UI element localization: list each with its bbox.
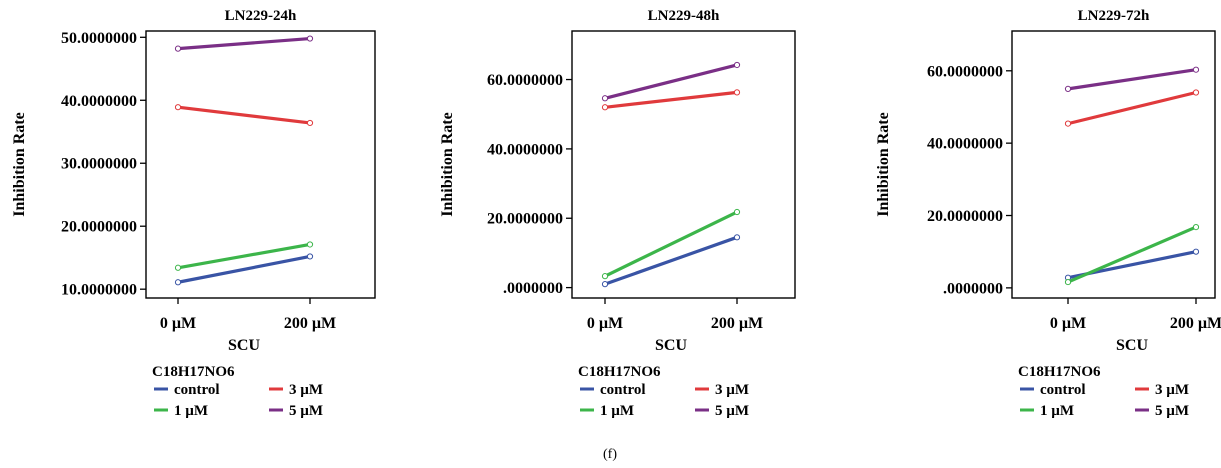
- y-tick-label: 40.0000000: [927, 136, 1003, 153]
- y-axis-label: Inhibition Rate: [875, 112, 892, 216]
- data-point: [1192, 66, 1200, 73]
- data-point: [601, 104, 609, 111]
- data-point: [1192, 248, 1200, 255]
- series-line-3-m: [176, 105, 312, 125]
- y-tick-label: 30.0000000: [61, 156, 137, 173]
- y-tick-label: 60.0000000: [487, 72, 563, 89]
- legend-title: C18H17NO6: [1018, 364, 1101, 380]
- series-line-5-m: [176, 36, 312, 51]
- data-point: [306, 241, 314, 248]
- y-tick-label: 20.0000000: [61, 219, 137, 236]
- chart-title: LN229-72h: [1078, 8, 1150, 24]
- data-point: [306, 253, 314, 260]
- y-tick-label: 20.0000000: [927, 208, 1003, 225]
- data-point: [1192, 223, 1200, 231]
- legend-title: C18H17NO6: [578, 364, 661, 380]
- y-tick-label: 40.0000000: [61, 93, 137, 110]
- chart-title: LN229-24h: [225, 8, 297, 24]
- data-point: [1064, 120, 1072, 127]
- x-tick-label: 200 µM: [1170, 315, 1221, 332]
- data-point: [306, 119, 314, 127]
- y-tick-label: 50.0000000: [61, 30, 137, 47]
- x-tick-label: 200 µM: [284, 315, 336, 332]
- y-axis-label: Inhibition Rate: [439, 112, 456, 216]
- plot-frame: [1011, 30, 1216, 299]
- legend-label: 1 µM: [1040, 403, 1074, 419]
- legend-label: 1 µM: [600, 403, 634, 419]
- series-line-1-m: [603, 210, 739, 278]
- chart-panel-1: LN229-24h 10.0000000 20.0000000 30.0000000 4…: [11, 8, 376, 419]
- legend-label: control: [1040, 382, 1086, 398]
- data-point: [174, 104, 182, 111]
- plot-frame: [571, 30, 796, 299]
- series-line-5-m: [603, 63, 739, 100]
- data-point: [601, 95, 609, 102]
- legend-label: control: [600, 382, 646, 398]
- series-line-1-m: [1066, 225, 1198, 284]
- data-point: [733, 61, 741, 69]
- data-point: [733, 234, 741, 241]
- x-axis-label: SCU: [228, 337, 260, 354]
- y-tick-label: .0000000: [943, 280, 1003, 297]
- data-point: [1064, 278, 1072, 286]
- series-line-control: [603, 235, 739, 286]
- data-point: [733, 208, 741, 216]
- legend-label: 5 µM: [289, 403, 323, 419]
- y-tick-label: 10.0000000: [61, 282, 137, 299]
- data-point: [601, 273, 609, 280]
- x-tick-label: 0 µM: [160, 315, 196, 332]
- legend-label: control: [174, 382, 220, 398]
- series-line-3-m: [1066, 90, 1198, 126]
- legend-label: 5 µM: [715, 403, 749, 419]
- x-axis-label: SCU: [1116, 337, 1148, 354]
- plot-frame: [145, 30, 376, 299]
- x-axis-label: SCU: [655, 337, 687, 354]
- data-point: [1064, 85, 1072, 92]
- series-line-5-m: [1066, 68, 1198, 91]
- y-tick-label: 40.0000000: [487, 141, 563, 158]
- y-tick-label: .0000000: [503, 280, 563, 297]
- data-point: [601, 281, 609, 288]
- y-tick-label: 60.0000000: [927, 63, 1003, 80]
- chart-title: LN229-48h: [648, 8, 720, 24]
- legend-title: C18H17NO6: [152, 364, 235, 380]
- legend-label: 3 µM: [289, 382, 323, 398]
- chart-panel-3: LN229-72h .0000000 20.0000000 40.0000000 60.…: [875, 8, 1221, 419]
- legend-label: 1 µM: [174, 403, 208, 419]
- data-point: [1192, 89, 1200, 96]
- data-point: [174, 264, 182, 271]
- x-tick-label: 0 µM: [587, 315, 623, 332]
- y-tick-label: 20.0000000: [487, 211, 563, 228]
- series-line-control: [176, 254, 312, 284]
- data-point: [174, 279, 182, 286]
- chart-panel-2: LN229-48h .0000000 20.0000000 40.0000000 60.…: [439, 8, 796, 419]
- legend-label: 3 µM: [1155, 382, 1189, 398]
- data-point: [174, 45, 182, 52]
- x-tick-label: 200 µM: [711, 315, 763, 332]
- data-point: [733, 89, 741, 96]
- series-line-3-m: [603, 90, 739, 109]
- legend-label: 3 µM: [715, 382, 749, 398]
- data-point: [306, 35, 314, 42]
- y-axis-label: Inhibition Rate: [11, 112, 28, 216]
- series-line-1-m: [176, 242, 312, 270]
- legend-label: 5 µM: [1155, 403, 1189, 419]
- figure-caption: (f): [603, 447, 617, 462]
- x-tick-label: 0 µM: [1050, 315, 1086, 332]
